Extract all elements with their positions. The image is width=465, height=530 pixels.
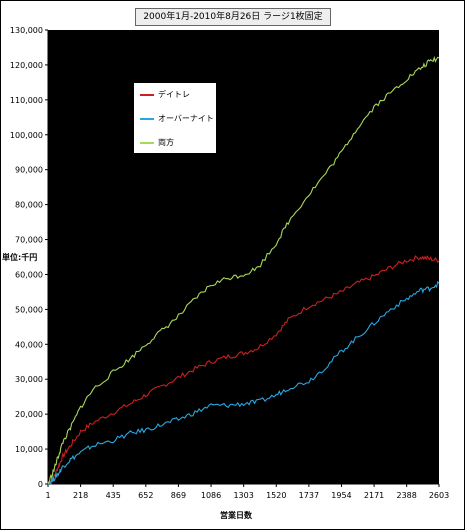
x-tick-label: 435 — [106, 491, 121, 500]
legend-item-daytrade: デイトレ — [140, 88, 216, 102]
y-axis-ticks: 0 10,000 20,000 30,000 40,000 50,000 60,000 70,… — [10, 26, 48, 489]
legend-label-overnight: オーバーナイト — [158, 114, 214, 123]
y-tick-label: 50,000 — [15, 305, 43, 314]
y-tick-label: 130,000 — [10, 26, 43, 35]
x-tick-label: 652 — [138, 491, 153, 500]
x-tick-label: 1737 — [299, 491, 319, 500]
y-tick-label: 80,000 — [15, 201, 43, 210]
y-tick-label: 70,000 — [15, 236, 43, 245]
legend-label-both: 両方 — [158, 138, 174, 147]
x-axis-label: 営業日数 — [220, 511, 252, 520]
y-tick-label: 30,000 — [15, 375, 43, 384]
x-axis-ticks: 1 218 435 652 869 1086 1303 1520 1737 1954 2171 238… — [45, 484, 449, 500]
legend: デイトレ オーバーナイト 両方 — [133, 82, 217, 154]
legend-item-overnight: オーバーナイト — [140, 112, 216, 126]
y-tick-label: 90,000 — [15, 166, 43, 175]
y-tick-label: 10,000 — [15, 445, 43, 454]
chart-title: 2000年1月-2010年8月26日 ラージ1枚固定 — [135, 8, 331, 26]
x-tick-label: 218 — [73, 491, 88, 500]
x-tick-label: 2171 — [364, 491, 384, 500]
y-tick-label: 40,000 — [15, 340, 43, 349]
x-tick-label: 2388 — [397, 491, 417, 500]
legend-item-both: 両方 — [140, 136, 216, 150]
legend-swatch-overnight — [140, 118, 154, 120]
plot-area — [48, 30, 439, 484]
series-line-overnight — [48, 280, 440, 486]
y-tick-label: 20,000 — [15, 410, 43, 419]
y-tick-label: 120,000 — [10, 61, 43, 70]
x-tick-label: 2603 — [429, 491, 449, 500]
x-tick-label: 1086 — [201, 491, 221, 500]
series-line-daytrade — [47, 255, 440, 485]
series-layer — [47, 55, 440, 486]
y-tick-label: 110,000 — [10, 96, 43, 105]
x-tick-label: 1954 — [331, 491, 351, 500]
x-tick-label: 1 — [45, 491, 50, 500]
legend-label-daytrade: デイトレ — [158, 90, 190, 99]
series-line-both — [47, 55, 440, 485]
y-tick-label: 100,000 — [10, 131, 43, 140]
legend-swatch-daytrade — [140, 94, 154, 96]
legend-swatch-both — [140, 142, 154, 144]
y-tick-label: 0 — [38, 480, 43, 489]
x-tick-label: 869 — [171, 491, 186, 500]
x-tick-label: 1303 — [233, 491, 253, 500]
y-tick-label: 60,000 — [15, 270, 43, 279]
x-tick-label: 1520 — [266, 491, 286, 500]
y-axis-label: 単位:千円 — [2, 253, 38, 262]
